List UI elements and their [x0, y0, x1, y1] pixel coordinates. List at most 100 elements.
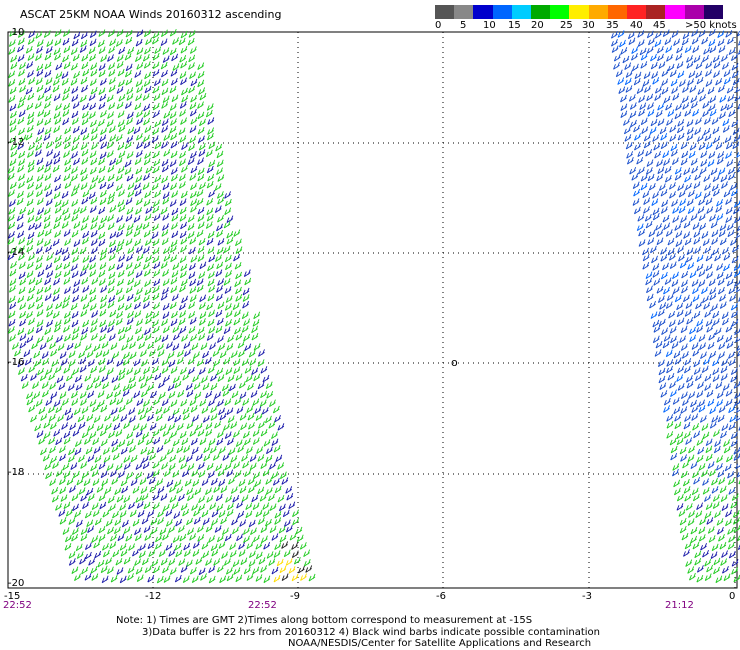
wind-barb [721, 550, 728, 558]
wind-barb [142, 294, 150, 303]
wind-barb [80, 182, 88, 190]
wind-barb [117, 68, 125, 77]
wind-barb [86, 382, 94, 391]
wind-barb [241, 454, 248, 462]
wind-barb [281, 477, 289, 485]
wind-barb [112, 510, 119, 519]
wind-barb [44, 70, 52, 78]
wind-barb [215, 293, 223, 302]
wind-barb [17, 142, 25, 150]
wind-barb [44, 117, 52, 126]
wind-barb [692, 423, 699, 431]
wind-barb [662, 340, 670, 349]
wind-barb [198, 567, 206, 576]
wind-barb [129, 351, 137, 360]
wind-barb [153, 278, 161, 287]
wind-barb [195, 557, 203, 565]
wind-barb [90, 238, 98, 246]
wind-barb [63, 295, 71, 303]
wind-barb [694, 246, 701, 254]
wind-barb [714, 510, 721, 519]
wind-barb [18, 127, 25, 136]
wind-barb [242, 300, 250, 309]
wind-barb [720, 103, 728, 112]
wind-barb [230, 455, 238, 463]
wind-barb [17, 44, 24, 53]
x-label: -15 [4, 591, 21, 602]
wind-barb [117, 326, 125, 335]
wind-barb [647, 237, 655, 245]
wind-barb [9, 135, 17, 144]
wind-barb [217, 174, 225, 182]
wind-barb [117, 79, 125, 88]
wind-barb [152, 365, 159, 374]
wind-barb [216, 534, 224, 543]
wind-barb [91, 573, 99, 581]
wind-barb [263, 439, 271, 447]
wind-barb [74, 573, 81, 582]
wind-barb [235, 574, 243, 583]
wind-barb [153, 261, 161, 270]
wind-barb [265, 415, 272, 424]
wind-barb [74, 374, 82, 383]
wind-barb [728, 172, 735, 181]
wind-barb [188, 85, 196, 94]
wind-barb [125, 197, 133, 205]
wind-barb [170, 277, 178, 285]
wind-barb [226, 230, 234, 239]
wind-barb [118, 373, 125, 381]
wind-barb [197, 157, 204, 165]
wind-barb [152, 255, 160, 264]
wind-barb [148, 476, 156, 485]
wind-barb [167, 351, 175, 359]
wind-barb [696, 565, 704, 573]
wind-barb [198, 302, 206, 310]
wind-barb [166, 479, 174, 488]
wind-barb [118, 470, 125, 479]
wind-barb [668, 319, 676, 328]
wind-barb [82, 215, 90, 223]
wind-barb [86, 350, 94, 358]
wind-barb [198, 318, 206, 326]
wind-barb [702, 238, 710, 247]
wind-barb [274, 510, 282, 519]
wind-barb [119, 543, 127, 551]
wind-barb [265, 477, 273, 485]
wind-barb [71, 86, 79, 94]
wind-barb [269, 399, 276, 408]
wind-barb [172, 262, 180, 271]
wind-barb [623, 126, 631, 135]
wind-barb [82, 285, 90, 293]
wind-barb [679, 446, 687, 455]
wind-barb [216, 191, 224, 199]
wind-barb [134, 558, 141, 566]
wind-barb [86, 413, 94, 422]
wind-barb [139, 412, 147, 421]
wind-barb [109, 231, 117, 239]
wind-barb [123, 421, 131, 430]
wind-barb [723, 573, 731, 582]
wind-barb [117, 199, 125, 208]
wind-barb [248, 422, 255, 430]
wind-barb [126, 471, 133, 480]
wind-barb [8, 189, 15, 198]
wind-barb [45, 262, 53, 271]
wind-barb [188, 143, 196, 152]
wind-barb [57, 343, 65, 351]
wind-barb [156, 575, 164, 584]
wind-barb [61, 191, 69, 199]
wind-barb [18, 367, 25, 375]
wind-barb [291, 550, 299, 559]
wind-barb [99, 428, 107, 437]
wind-barb [126, 293, 134, 302]
wind-barb [135, 566, 143, 575]
wind-barb [172, 37, 179, 45]
wind-barb [234, 261, 242, 270]
wind-barb [84, 343, 92, 351]
wind-barb [81, 148, 89, 157]
wind-barb [187, 37, 195, 46]
wind-barb [260, 390, 267, 399]
wind-barb [123, 495, 131, 503]
wind-barb [61, 398, 69, 406]
wind-barb [63, 310, 71, 319]
